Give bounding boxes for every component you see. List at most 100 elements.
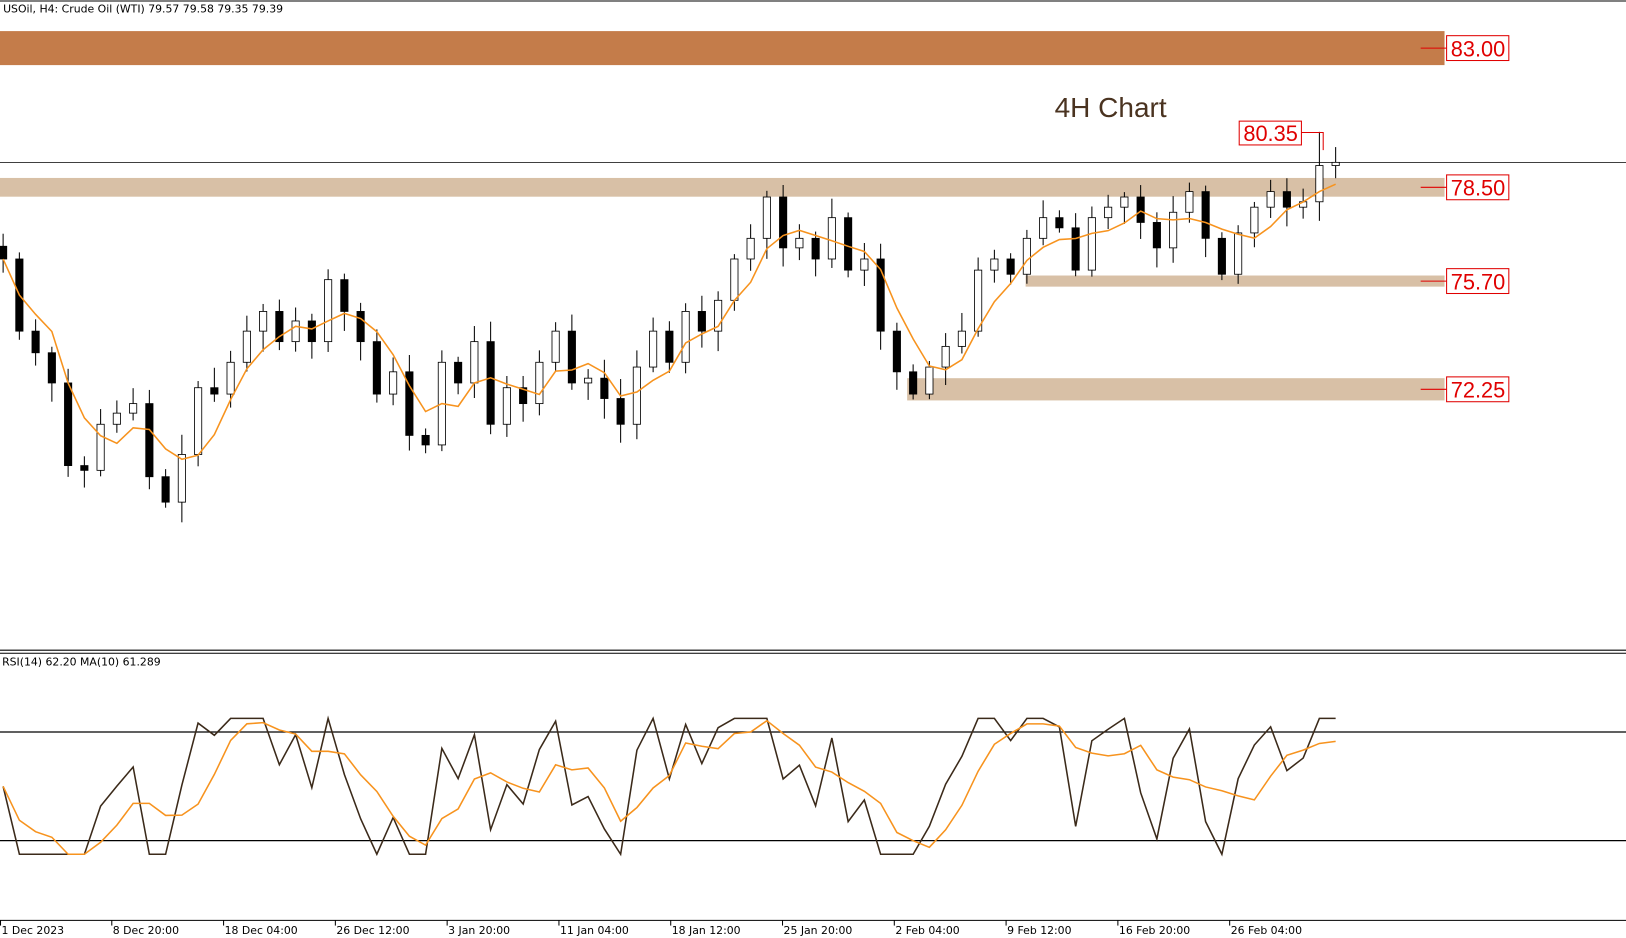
- candle-body: [502, 387, 511, 425]
- candle-body: [31, 330, 40, 354]
- candles-layer: [0, 131, 1340, 523]
- level-label-box: [1446, 376, 1510, 403]
- candle-body: [1104, 206, 1113, 219]
- candle-body: [860, 258, 869, 271]
- candle-body: [47, 352, 56, 384]
- candle-body: [1055, 217, 1064, 229]
- candle-body: [925, 366, 934, 395]
- candle-body: [112, 412, 121, 425]
- candle-body: [762, 196, 771, 239]
- candle-body: [421, 434, 430, 446]
- candle-body: [714, 299, 723, 332]
- candle-body: [1039, 217, 1048, 239]
- level-label: 83.00: [1451, 36, 1505, 61]
- candle-body: [632, 366, 641, 425]
- candle-body: [795, 237, 804, 249]
- candle-body: [1120, 196, 1129, 208]
- candle-body: [535, 361, 544, 405]
- high-annotation: 80.35: [1238, 120, 1324, 151]
- rsi-ma-line: [2, 719, 1336, 856]
- symbol-header: USOil, H4: Crude Oil (WTI) 79.57 79.58 7…: [3, 2, 283, 15]
- candle-body: [470, 341, 479, 384]
- candle-body: [665, 330, 674, 363]
- level-label-box: [1446, 174, 1510, 201]
- candle-body: [1282, 191, 1291, 208]
- candle-body: [177, 454, 186, 503]
- candle-body: [779, 196, 788, 249]
- level-label: 78.50: [1451, 176, 1505, 201]
- candle-body: [389, 371, 398, 395]
- x-tick-label: 3 Jan 20:00: [448, 924, 510, 937]
- candle-body: [519, 387, 528, 405]
- candle-body: [1315, 165, 1324, 203]
- x-tick-label: 9 Feb 12:00: [1007, 924, 1071, 937]
- zones-layer: [0, 31, 1445, 401]
- candle-body: [1152, 222, 1161, 249]
- x-tick-label: 18 Dec 04:00: [225, 924, 298, 937]
- candle-body: [486, 341, 495, 425]
- candle-body: [1331, 161, 1340, 166]
- candle-body: [681, 311, 690, 363]
- candle-body: [1217, 237, 1226, 275]
- candle-body: [941, 345, 950, 368]
- level-label: 75.70: [1451, 269, 1505, 294]
- candle-body: [811, 237, 820, 260]
- candle-body: [226, 361, 235, 395]
- x-axis: 1 Dec 2023 8 Dec 20:00 18 Dec 04:00 26 Dec …: [0, 920, 1302, 937]
- candle-body: [649, 330, 658, 368]
- candle-body: [161, 476, 170, 503]
- zone-band: [1025, 275, 1445, 287]
- x-tick-label: 2 Feb 04:00: [895, 924, 959, 937]
- candle-body: [372, 341, 381, 395]
- candle-body: [730, 258, 739, 301]
- level-label-box: [1446, 35, 1510, 62]
- candle-body: [990, 258, 999, 271]
- candle-body: [454, 361, 463, 384]
- candle-body: [957, 330, 966, 347]
- candle-body: [275, 311, 284, 343]
- candle-body: [210, 387, 219, 395]
- level-labels: 83.00 78.50 75.70 72.25: [1420, 35, 1510, 403]
- x-tick-label: 25 Jan 20:00: [784, 924, 853, 937]
- high-pointer: [1301, 132, 1324, 151]
- high-label: 80.35: [1243, 121, 1297, 146]
- level-label-box: [1446, 268, 1510, 295]
- candle-body: [194, 387, 203, 455]
- candle-body: [892, 330, 901, 373]
- candle-body: [844, 217, 853, 271]
- candle-body: [1006, 258, 1015, 275]
- candle-body: [324, 279, 333, 343]
- rsi-line: [2, 715, 1336, 857]
- x-tick-label: 16 Feb 20:00: [1119, 924, 1190, 937]
- candle-body: [600, 377, 609, 399]
- candle-body: [584, 377, 593, 384]
- candle-body: [1250, 206, 1259, 234]
- candle-body: [80, 465, 89, 471]
- candle-body: [1136, 196, 1145, 223]
- zone-band: [907, 378, 1445, 401]
- candle-body: [145, 403, 154, 478]
- x-tick-label: 26 Feb 04:00: [1231, 924, 1302, 937]
- candle-body: [551, 330, 560, 363]
- candle-body: [0, 245, 8, 260]
- candle-body: [242, 330, 251, 363]
- candle-body: [1169, 211, 1178, 249]
- candle-body: [909, 371, 918, 395]
- candle-body: [340, 279, 349, 312]
- candle-body: [356, 311, 365, 343]
- rsi-label: RSI(14) 62.20 MA(10) 61.289: [2, 656, 161, 669]
- candle-body: [1185, 191, 1194, 213]
- x-tick-label: 11 Jan 04:00: [560, 924, 629, 937]
- candle-body: [96, 423, 105, 471]
- candle-body: [64, 382, 73, 467]
- candle-body: [827, 217, 836, 260]
- x-tick-label: 1 Dec 2023: [2, 924, 65, 937]
- candle-body: [291, 320, 300, 343]
- candle-body: [567, 330, 576, 384]
- candle-body: [129, 403, 138, 414]
- candle-body: [616, 398, 625, 425]
- x-tick-label: 18 Jan 12:00: [672, 924, 741, 937]
- candle-body: [1022, 237, 1031, 275]
- candle-body: [259, 311, 268, 332]
- zone-band: [0, 177, 1445, 197]
